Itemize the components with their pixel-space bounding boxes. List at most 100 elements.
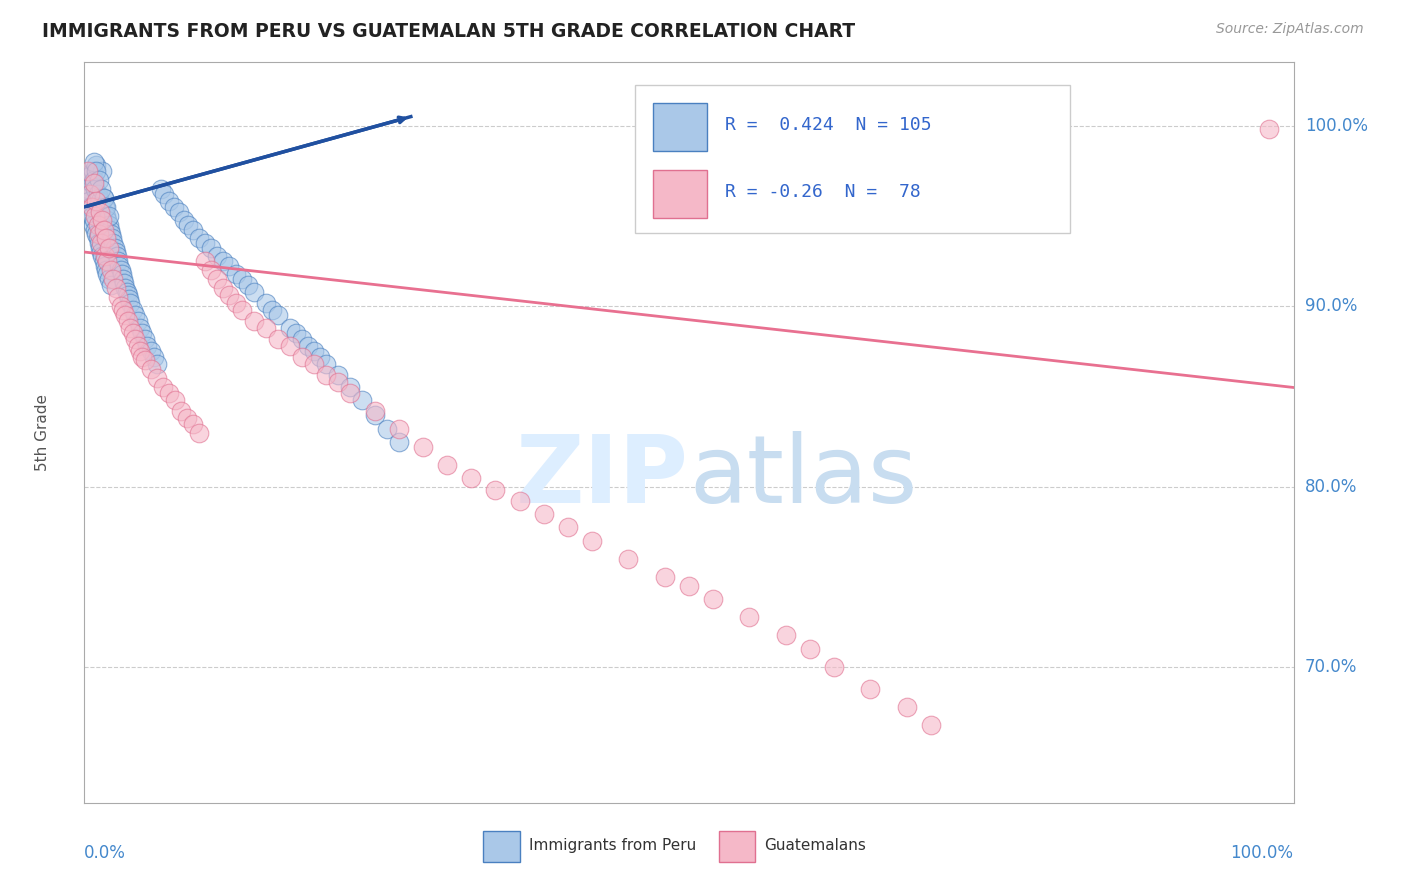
Point bbox=[131, 350, 153, 364]
FancyBboxPatch shape bbox=[720, 831, 755, 862]
Point bbox=[94, 260, 117, 274]
Point bbox=[115, 285, 138, 299]
Point bbox=[225, 267, 247, 281]
Point bbox=[278, 321, 301, 335]
Point bbox=[87, 191, 110, 205]
Point bbox=[89, 242, 111, 256]
Point bbox=[218, 260, 240, 274]
Point bbox=[87, 173, 110, 187]
Point bbox=[388, 422, 411, 436]
Point bbox=[94, 249, 117, 263]
Point bbox=[86, 158, 108, 172]
Point bbox=[460, 471, 482, 485]
Text: Source: ZipAtlas.com: Source: ZipAtlas.com bbox=[1216, 22, 1364, 37]
Point bbox=[93, 254, 115, 268]
Point bbox=[146, 357, 169, 371]
Point bbox=[94, 263, 117, 277]
Point bbox=[93, 223, 115, 237]
Point bbox=[124, 332, 146, 346]
Point bbox=[339, 380, 361, 394]
Point bbox=[302, 344, 325, 359]
Point bbox=[315, 368, 337, 382]
Point bbox=[79, 169, 101, 184]
Point bbox=[738, 609, 761, 624]
Point bbox=[117, 288, 139, 302]
Point bbox=[104, 242, 127, 256]
Point bbox=[278, 339, 301, 353]
Point bbox=[509, 494, 531, 508]
Point bbox=[121, 302, 143, 317]
Point bbox=[207, 249, 229, 263]
Point bbox=[167, 205, 190, 219]
Point bbox=[100, 277, 122, 292]
Point bbox=[110, 299, 132, 313]
Point bbox=[267, 308, 290, 322]
Point bbox=[212, 254, 235, 268]
Point bbox=[231, 302, 253, 317]
Point bbox=[87, 235, 110, 250]
Point bbox=[87, 227, 110, 241]
Point bbox=[90, 200, 112, 214]
Point bbox=[118, 292, 141, 306]
Point bbox=[127, 339, 149, 353]
Point bbox=[103, 235, 125, 250]
Point bbox=[80, 200, 103, 214]
Text: Guatemalans: Guatemalans bbox=[763, 838, 866, 854]
Point bbox=[170, 404, 193, 418]
Point bbox=[533, 507, 555, 521]
Point bbox=[328, 375, 350, 389]
Text: 0.0%: 0.0% bbox=[84, 844, 127, 862]
Point bbox=[90, 235, 112, 250]
Point bbox=[436, 458, 458, 472]
Point bbox=[105, 249, 128, 263]
Point bbox=[114, 308, 136, 322]
Point bbox=[152, 380, 174, 394]
Point bbox=[77, 182, 100, 196]
Point bbox=[80, 209, 103, 223]
Point bbox=[484, 483, 506, 498]
Point bbox=[94, 200, 117, 214]
Point bbox=[309, 350, 332, 364]
Point bbox=[94, 230, 117, 244]
Text: R =  0.424  N = 105: R = 0.424 N = 105 bbox=[725, 116, 932, 135]
Point bbox=[83, 173, 105, 187]
Text: 100.0%: 100.0% bbox=[1230, 844, 1294, 862]
Point bbox=[315, 357, 337, 371]
Point bbox=[84, 223, 107, 237]
Text: 80.0%: 80.0% bbox=[1305, 478, 1357, 496]
Point bbox=[375, 422, 398, 436]
Point bbox=[120, 321, 142, 335]
Point bbox=[97, 218, 120, 232]
Point bbox=[110, 263, 132, 277]
Point bbox=[93, 191, 115, 205]
Point bbox=[93, 191, 115, 205]
Point bbox=[127, 313, 149, 327]
Point bbox=[94, 209, 117, 223]
Point bbox=[188, 230, 211, 244]
Point bbox=[581, 533, 603, 548]
Point bbox=[91, 249, 114, 263]
Point bbox=[859, 681, 882, 696]
Point bbox=[80, 177, 103, 191]
Point bbox=[112, 272, 135, 286]
Point bbox=[153, 187, 176, 202]
Point bbox=[96, 212, 118, 227]
Point bbox=[236, 277, 259, 292]
Point bbox=[157, 385, 180, 400]
Point bbox=[86, 187, 108, 202]
Point bbox=[225, 295, 247, 310]
Point bbox=[260, 302, 283, 317]
Point bbox=[157, 194, 180, 209]
Point bbox=[352, 393, 374, 408]
Point bbox=[103, 272, 125, 286]
Point bbox=[254, 321, 277, 335]
Point bbox=[176, 411, 198, 425]
Point bbox=[76, 191, 98, 205]
Point bbox=[231, 272, 253, 286]
Point bbox=[77, 163, 100, 178]
Point bbox=[163, 200, 186, 214]
Point bbox=[89, 205, 111, 219]
Point bbox=[181, 417, 204, 431]
Text: atlas: atlas bbox=[689, 431, 917, 523]
Point bbox=[194, 254, 217, 268]
